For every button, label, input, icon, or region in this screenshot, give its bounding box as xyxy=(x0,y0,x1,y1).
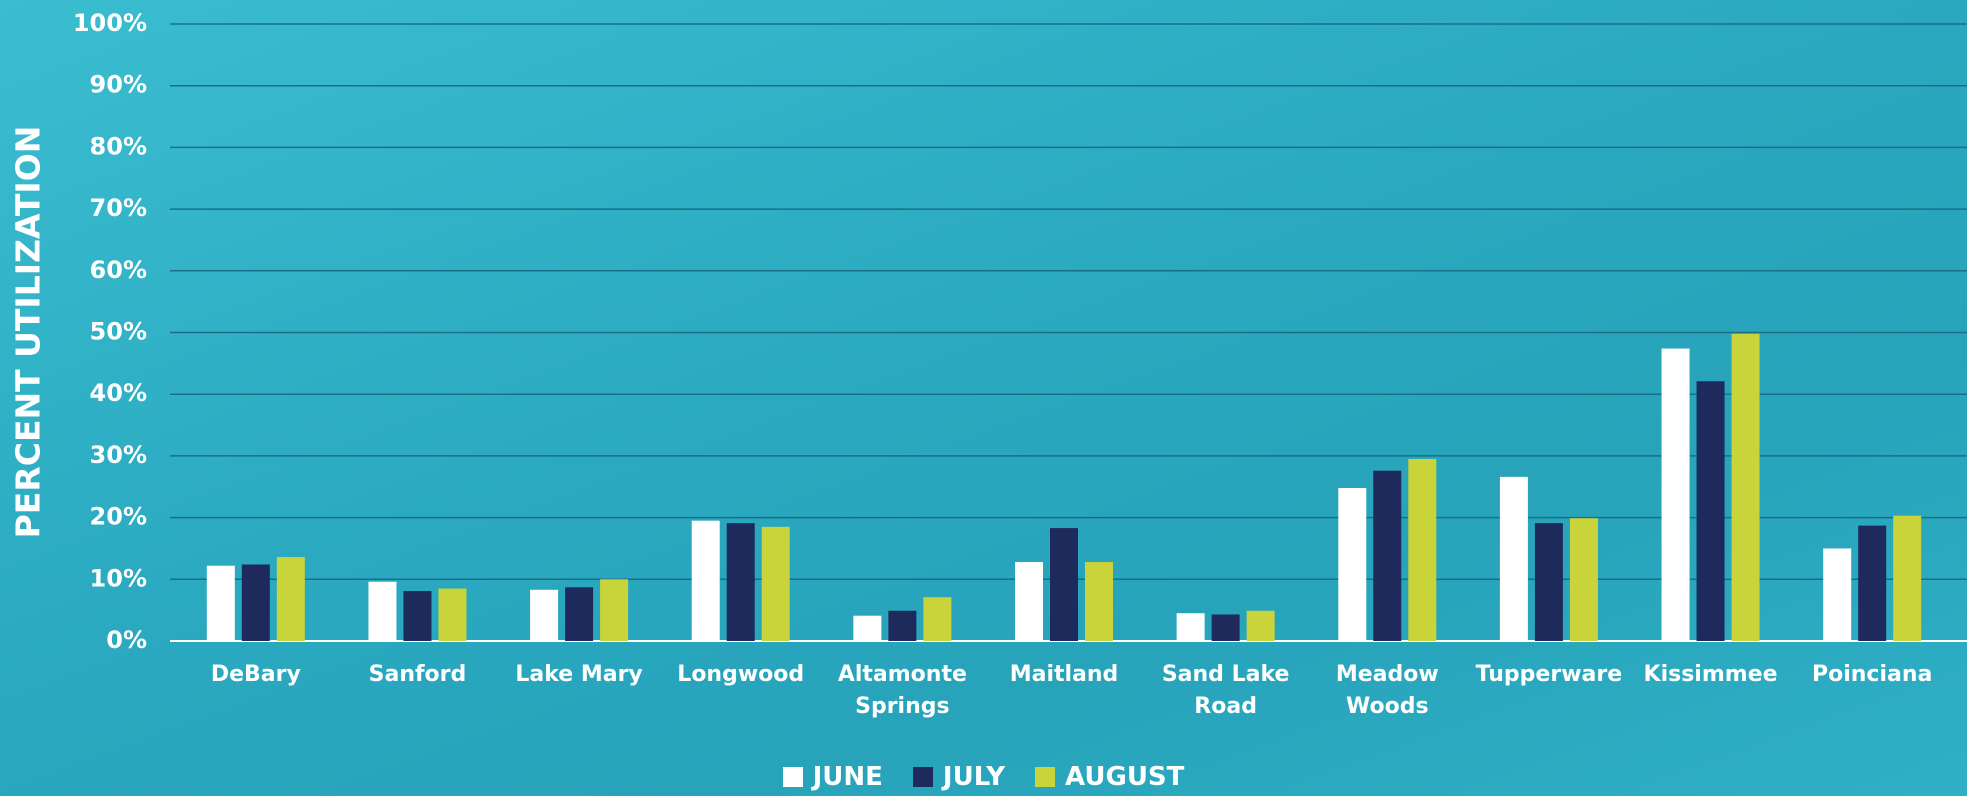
bar xyxy=(1246,610,1275,641)
bar xyxy=(923,597,952,641)
bar xyxy=(1211,614,1240,641)
bar xyxy=(1015,562,1043,641)
bar xyxy=(206,565,235,641)
legend-swatch xyxy=(912,767,933,787)
bar xyxy=(1858,525,1887,641)
legend-swatch xyxy=(782,767,803,787)
bar xyxy=(368,581,397,641)
y-tick-label: 40% xyxy=(90,379,147,407)
y-tick-label: 30% xyxy=(90,441,147,469)
legend-item: JUNE xyxy=(782,762,883,792)
y-tick-label: 20% xyxy=(90,503,147,531)
y-tick-label: 0% xyxy=(106,626,147,654)
bar xyxy=(1893,515,1922,641)
x-tick-label: Sand Lake Road xyxy=(1161,662,1290,719)
bar xyxy=(276,557,305,641)
y-tick-label: 10% xyxy=(90,564,147,592)
legend-label: JUNE xyxy=(812,762,883,792)
bar xyxy=(1534,523,1563,641)
y-tick-label: 70% xyxy=(90,194,147,222)
bar xyxy=(1085,562,1113,641)
legend-label: AUGUST xyxy=(1065,762,1185,792)
legend-item: AUGUST xyxy=(1035,762,1184,792)
y-tick-label: 80% xyxy=(90,132,147,160)
bar xyxy=(1176,613,1205,641)
bar xyxy=(1499,476,1528,641)
bar xyxy=(438,588,467,641)
y-axis-label: PERCENT UTILIZATION xyxy=(9,126,48,539)
bar xyxy=(1661,348,1690,641)
bar xyxy=(888,610,917,641)
bar xyxy=(403,591,432,641)
x-tick-label: Sanford xyxy=(368,662,467,687)
bar xyxy=(691,520,720,641)
x-tick-label: Lake Mary xyxy=(515,662,643,687)
bar xyxy=(726,523,755,641)
bar xyxy=(530,589,559,641)
legend: JUNE JULY AUGUST xyxy=(0,762,1967,792)
y-tick-label: 90% xyxy=(90,71,147,99)
x-tick-label: Kissimmee xyxy=(1643,662,1778,687)
x-tick-label: Maitland xyxy=(1009,662,1119,687)
x-tick-label: Altamonte Springs xyxy=(837,662,967,719)
bar xyxy=(1569,518,1598,641)
bar xyxy=(1823,548,1852,641)
legend-label: JULY xyxy=(942,762,1006,792)
y-tick-label: 50% xyxy=(90,318,147,346)
bar xyxy=(1696,381,1725,641)
bar xyxy=(1050,528,1078,641)
y-tick-label: 100% xyxy=(73,9,147,37)
bar xyxy=(600,579,629,641)
bar xyxy=(1408,458,1437,641)
x-tick-label: Poinciana xyxy=(1811,662,1933,687)
bar xyxy=(1731,333,1760,641)
bar xyxy=(853,615,882,641)
bar xyxy=(1338,487,1367,641)
y-tick-label: 60% xyxy=(90,256,147,284)
x-tick-label: Longwood xyxy=(677,662,805,687)
x-tick-label: Meadow Woods xyxy=(1335,662,1439,719)
x-tick-label: DeBary xyxy=(210,662,301,687)
legend-item: JULY xyxy=(912,762,1006,792)
bar xyxy=(761,526,790,641)
x-tick-label: Tupperware xyxy=(1475,662,1623,687)
bar xyxy=(565,587,594,641)
legend-swatch xyxy=(1035,767,1056,787)
bar xyxy=(1373,470,1402,641)
bar xyxy=(241,564,270,641)
